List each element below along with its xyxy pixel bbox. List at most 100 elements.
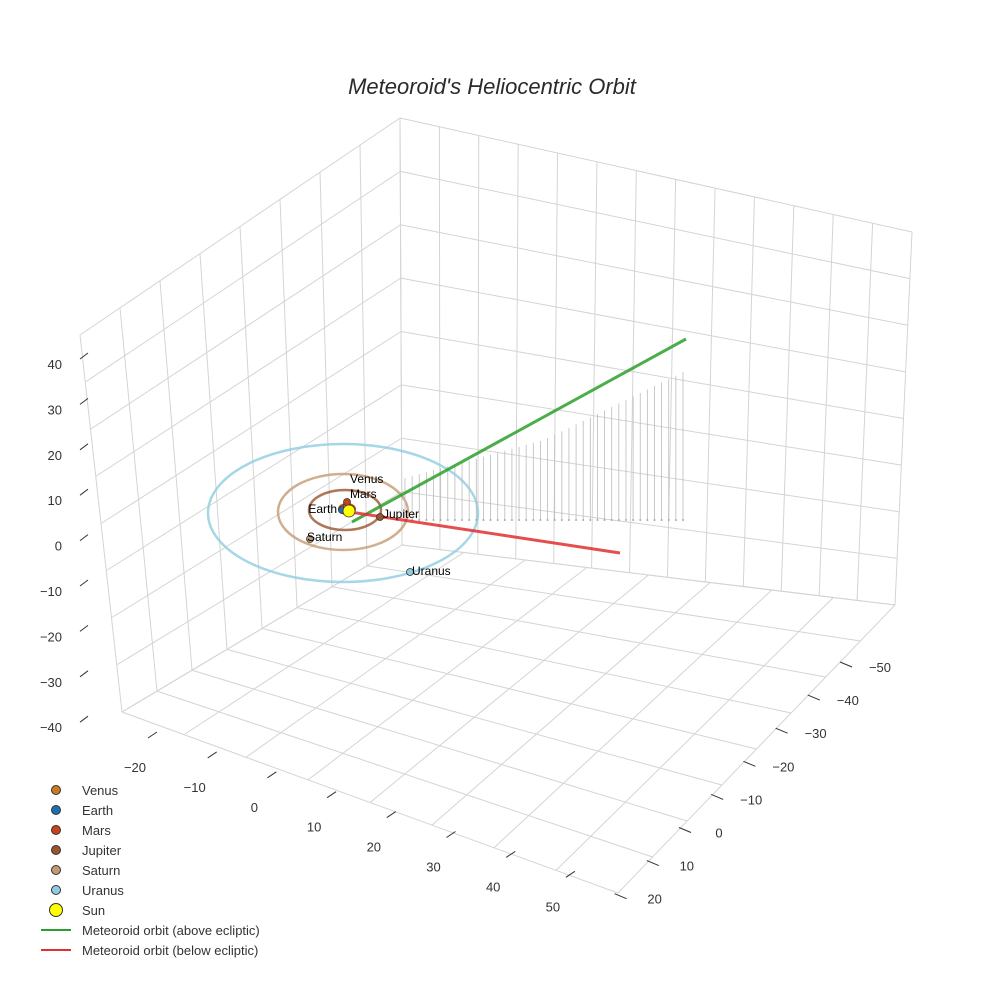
back-left-wall-grid: [111, 437, 402, 619]
y-tick-label: −30: [805, 726, 827, 741]
y-tick-mark: [678, 827, 692, 833]
back-left-wall-grid: [79, 117, 401, 336]
projection-point: [596, 519, 599, 521]
projection-point: [532, 519, 535, 521]
planet-jupiter: [376, 513, 384, 521]
floor-grid: [307, 567, 588, 781]
projection-point: [624, 519, 627, 521]
x-tick-label: −10: [184, 780, 206, 795]
x-tick-mark: [505, 850, 516, 858]
legend-item-orbit-above[interactable]: Meteoroid orbit (above ecliptic): [38, 920, 260, 940]
z-tick-label: 40: [48, 357, 62, 372]
back-left-wall-grid: [100, 331, 402, 524]
legend-item-venus[interactable]: Venus: [38, 780, 260, 800]
y-tick-label: −20: [772, 759, 794, 774]
projection-point: [667, 519, 670, 521]
back-left-wall-grid: [90, 224, 401, 430]
x-tick-mark: [565, 870, 576, 878]
z-tick-mark: [79, 443, 89, 451]
legend-symbol: [38, 885, 74, 895]
legend-item-mars[interactable]: Mars: [38, 820, 260, 840]
planet-label: Venus: [350, 472, 383, 486]
z-tick-mark: [79, 579, 89, 587]
projection-point: [610, 519, 613, 521]
floor-grid: [493, 589, 773, 849]
projection-point: [518, 519, 521, 521]
projection-point: [489, 519, 492, 521]
z-tick-mark: [79, 488, 89, 496]
back-left-wall-grid: [84, 170, 401, 383]
projection-point: [660, 519, 663, 521]
legend-symbol: [38, 825, 74, 835]
z-tick-mark: [79, 397, 89, 405]
projection-point: [453, 519, 456, 521]
y-tick-mark: [614, 893, 627, 900]
z-tick-label: −10: [40, 584, 62, 599]
z-tick-label: 20: [48, 448, 62, 463]
y-tick-mark: [775, 727, 788, 734]
x-tick-label: 20: [367, 840, 381, 855]
legend-item-jupiter[interactable]: Jupiter: [38, 840, 260, 860]
y-tick-label: −40: [837, 693, 859, 708]
projection-point: [496, 519, 499, 521]
legend-item-sun[interactable]: Sun: [38, 900, 260, 920]
back-right-wall-grid: [399, 117, 913, 233]
projection-point: [418, 519, 421, 521]
projection-point: [539, 519, 542, 521]
z-tick-label: 30: [48, 402, 62, 417]
z-tick-label: 0: [55, 539, 62, 554]
floor-grid: [121, 544, 403, 713]
projection-point: [503, 519, 506, 521]
projection-point: [575, 519, 578, 521]
legend-symbol: [38, 785, 74, 795]
projection-point: [546, 519, 549, 521]
projection-point: [632, 519, 635, 521]
z-tick-label: 10: [48, 493, 62, 508]
uranus-orbit: [206, 442, 480, 584]
legend-item-earth[interactable]: Earth: [38, 800, 260, 820]
planet-saturn: [306, 535, 314, 543]
legend-label: Saturn: [82, 862, 121, 878]
projection-point: [582, 519, 585, 521]
projection-point: [553, 519, 556, 521]
legend-label: Sun: [82, 902, 106, 918]
back-right-wall-grid: [400, 331, 904, 419]
planet-label: Uranus: [412, 564, 451, 578]
y-tick-mark: [839, 661, 853, 668]
x-tick-mark: [267, 771, 277, 779]
back-left-wall-grid: [105, 384, 402, 572]
back-right-wall-grid: [400, 224, 908, 326]
meteoroid-orbit-below: [349, 510, 621, 555]
projection-point: [446, 519, 449, 521]
y-tick-label: −50: [869, 660, 891, 675]
legend-symbol: [38, 865, 74, 875]
legend-item-saturn[interactable]: Saturn: [38, 860, 260, 880]
projection-point: [682, 519, 684, 521]
meteoroid-orbit-above: [351, 337, 687, 524]
projection-point: [639, 519, 642, 521]
z-tick-mark: [79, 670, 89, 678]
planet-uranus: [406, 568, 414, 576]
legend-item-orbit-below[interactable]: Meteoroid orbit (below ecliptic): [38, 940, 260, 960]
floor-grid: [617, 604, 896, 894]
projection-point: [510, 519, 513, 521]
projection-point: [617, 519, 620, 521]
legend-symbol: [38, 949, 74, 951]
legend-item-uranus[interactable]: Uranus: [38, 880, 260, 900]
sun-marker: [342, 504, 356, 518]
x-tick-mark: [326, 791, 337, 799]
z-tick-label: −20: [40, 629, 62, 644]
back-right-wall-grid: [401, 491, 898, 559]
planet-label: Earth: [308, 502, 337, 516]
legend-symbol: [38, 903, 74, 917]
chart-title: Meteoroid's Heliocentric Orbit: [348, 74, 636, 99]
y-tick-label: 10: [680, 859, 694, 874]
legend-label: Uranus: [82, 882, 124, 898]
z-tick-mark: [79, 715, 89, 723]
y-tick-mark: [646, 860, 659, 867]
back-right-wall-grid: [400, 170, 910, 280]
x-tick-label: 30: [426, 860, 440, 875]
projection-point: [603, 519, 606, 521]
legend-label: Jupiter: [82, 842, 122, 858]
